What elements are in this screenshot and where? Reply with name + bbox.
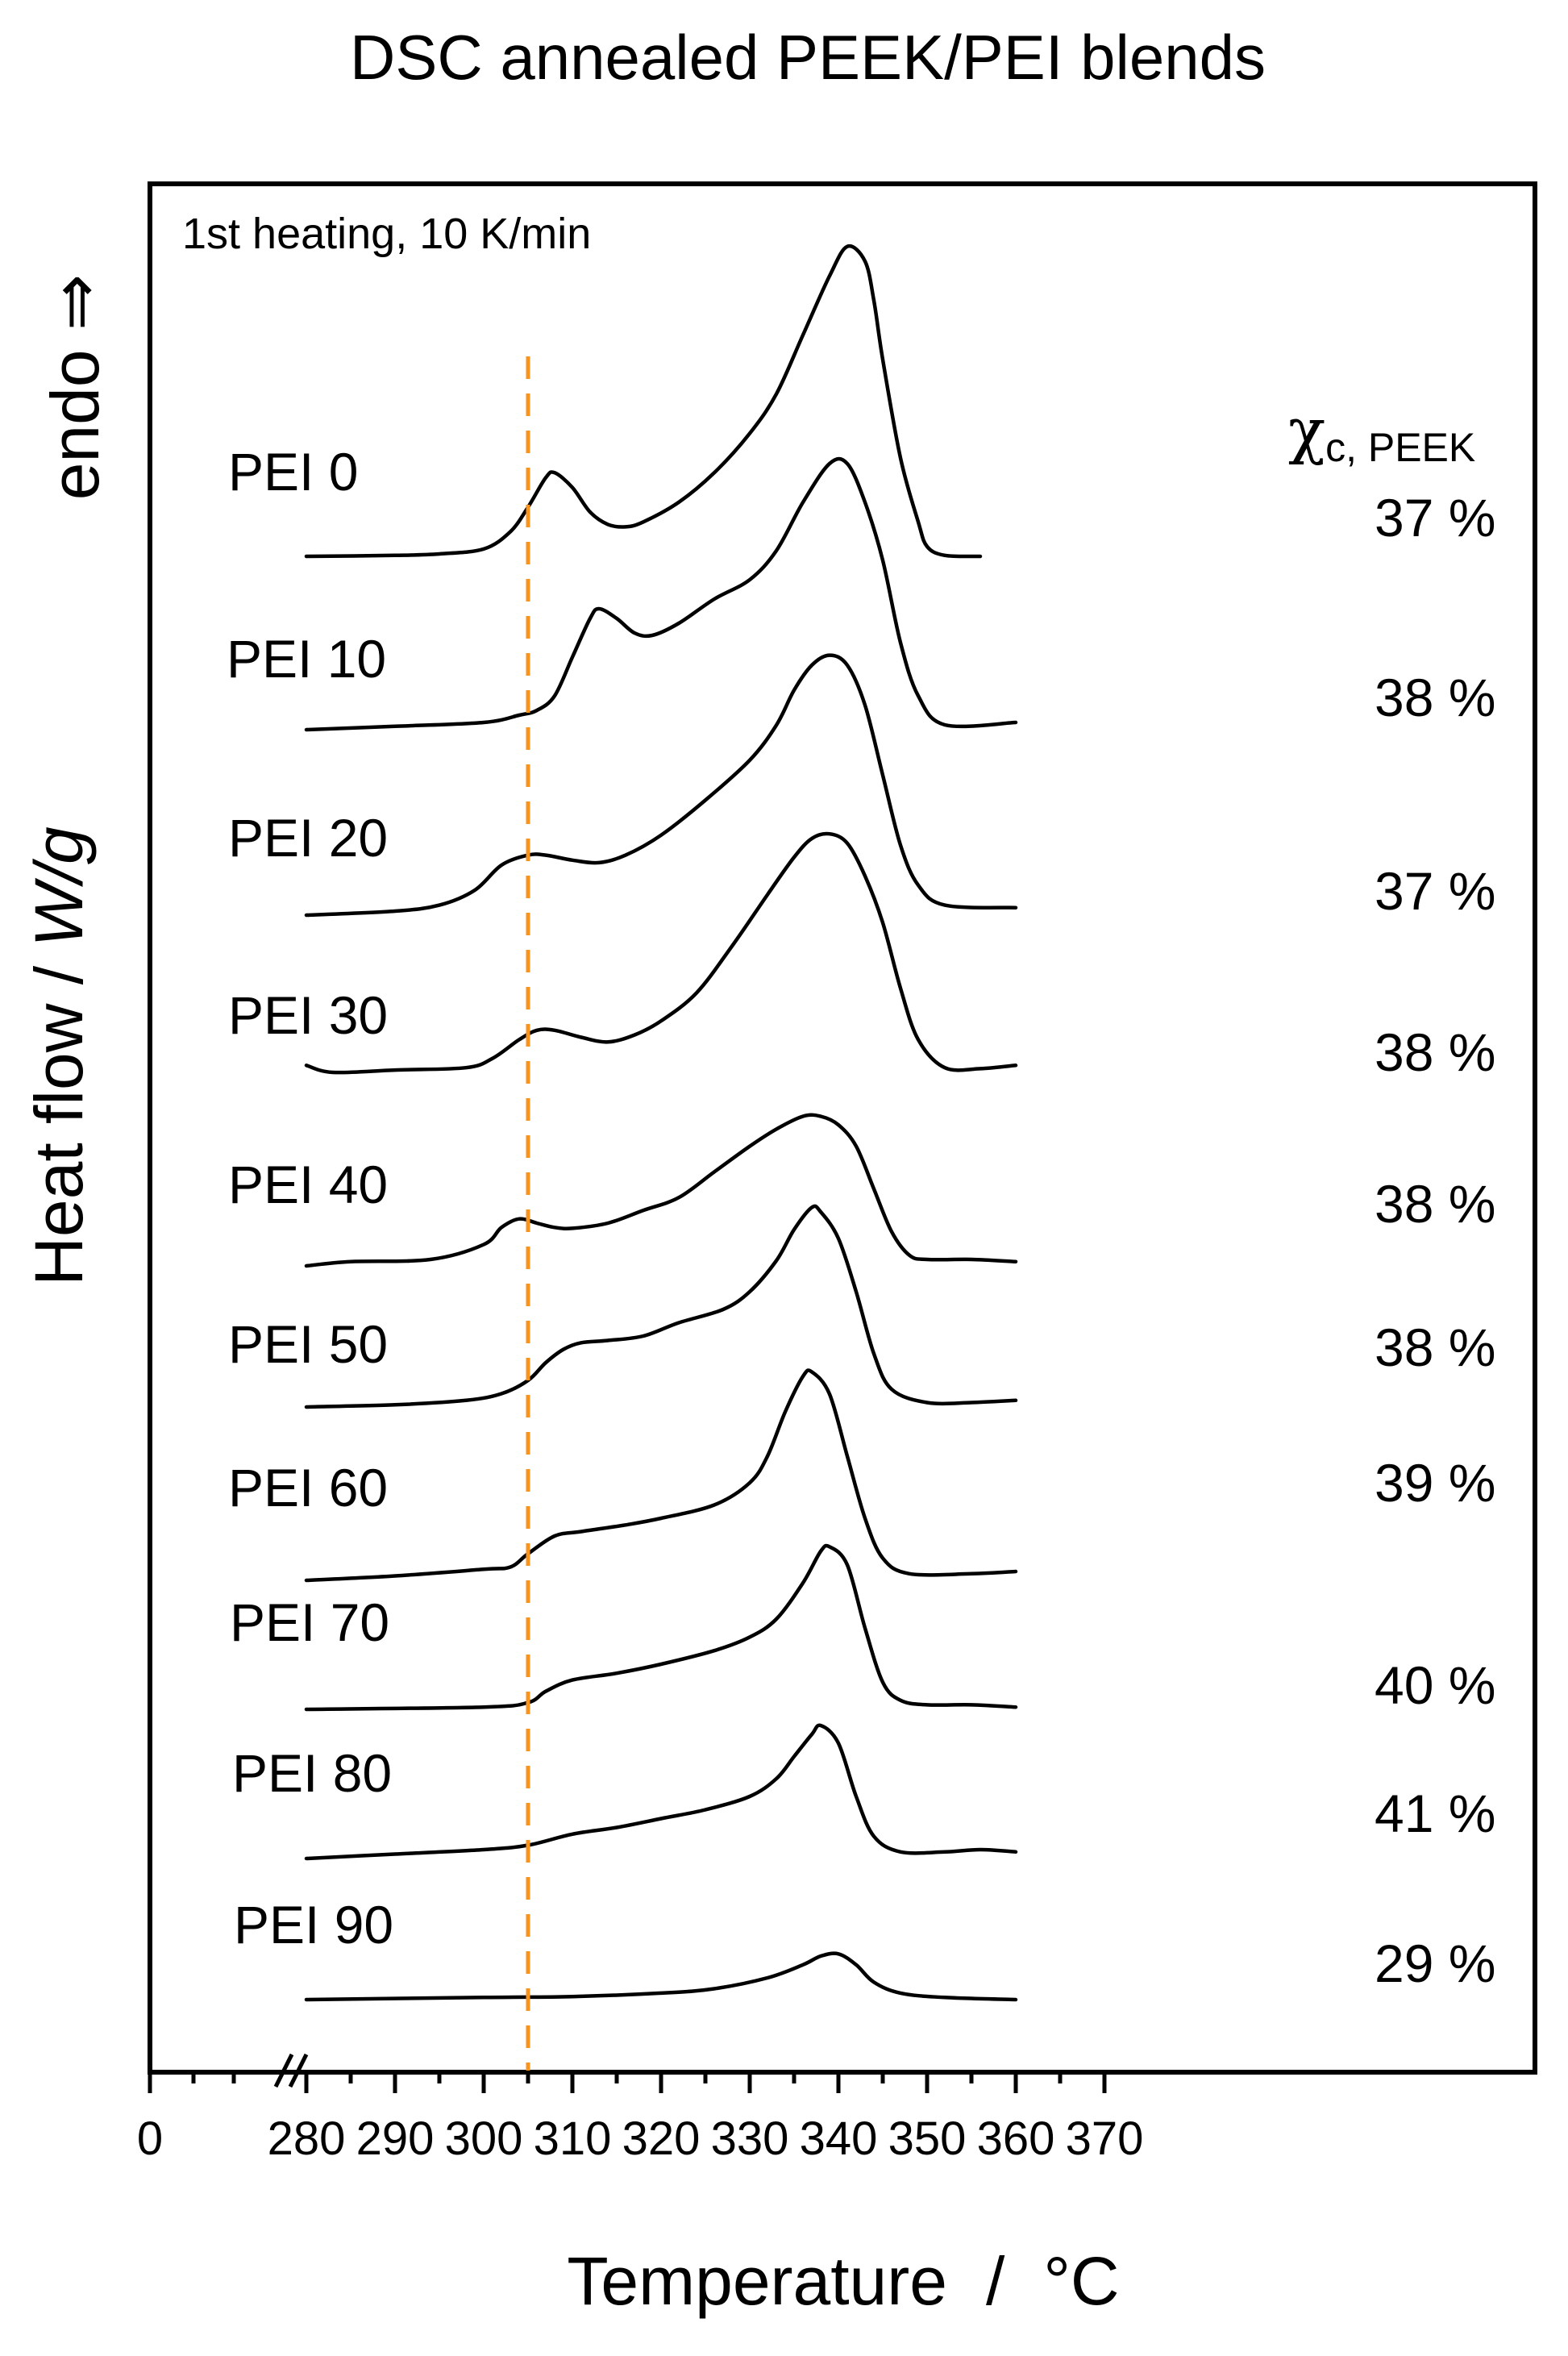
plot-frame: [148, 181, 1537, 2075]
crystallinity-pei-80: 41 %: [1375, 1784, 1495, 1843]
curve-pei-10: [304, 456, 1018, 732]
crystallinity-header: χc, PEEK: [1288, 394, 1475, 470]
sample-label-pei-20: PEI 20: [228, 808, 388, 868]
crystallinity-pei-70: 40 %: [1375, 1655, 1495, 1715]
x-tick-label-320: 320: [622, 2112, 701, 2165]
crystallinity-pei-20: 37 %: [1375, 861, 1495, 921]
endo-indicator: endo ⇒: [37, 274, 113, 501]
x-axis-label: Temperature: [567, 2243, 947, 2319]
x-tick-label-370: 370: [1066, 2112, 1144, 2165]
x-tick-label-360: 360: [977, 2112, 1055, 2165]
sample-label-pei-0: PEI 0: [228, 442, 358, 502]
x-tick-label-350: 350: [888, 2112, 967, 2165]
x-tick-label-280: 280: [268, 2112, 346, 2165]
crystallinity-pei-0: 37 %: [1375, 488, 1495, 547]
curve-pei-0: [304, 244, 983, 559]
curve-pei-50: [304, 1204, 1018, 1409]
sample-label-pei-10: PEI 10: [227, 629, 386, 689]
curve-pei-60: [304, 1368, 1018, 1583]
axis-break-mark-2: [288, 2053, 309, 2088]
y-axis-label: Heat flow /: [21, 947, 97, 1286]
crystallinity-pei-30: 38 %: [1375, 1022, 1495, 1082]
sample-label-pei-30: PEI 30: [228, 985, 388, 1045]
crystallinity-pei-50: 38 %: [1375, 1317, 1495, 1377]
labels-group: PEI 0 37 % PEI 10 38 % PEI 20 37 % PEI 30 38 % P…: [227, 442, 1495, 1993]
crystallinity-pei-90: 29 %: [1375, 1934, 1495, 1993]
sample-label-pei-80: PEI 80: [232, 1743, 392, 1803]
annotation-heating-rate: 1st heating, 10 K/min: [182, 210, 591, 258]
x-axis-ticks: 0 280 290 300 310 320 330 340 350 360 370: [137, 2072, 1144, 2165]
sample-label-pei-50: PEI 50: [228, 1314, 388, 1374]
sample-label-pei-90: PEI 90: [234, 1895, 393, 1954]
x-tick-label-330: 330: [711, 2112, 789, 2165]
curve-pei-90: [304, 1951, 1018, 2002]
curve-pei-70: [304, 1543, 1018, 1712]
x-tick-label-300: 300: [445, 2112, 523, 2165]
crystallinity-pei-40: 38 %: [1375, 1174, 1495, 1234]
sample-label-pei-40: PEI 40: [228, 1155, 388, 1214]
chart-title: DSC annealed PEEK/PEI blends: [350, 22, 1266, 93]
x-axis-title: Temperature / °C: [567, 2243, 1119, 2319]
curve-pei-30: [304, 831, 1018, 1075]
axis-break-marks: [273, 2053, 309, 2088]
y-axis-title: Heat flow / W/g: [21, 826, 97, 1286]
sample-label-pei-60: PEI 60: [228, 1458, 388, 1517]
curve-pei-20: [304, 653, 1018, 918]
chi-subscript: c, PEEK: [1325, 425, 1475, 470]
x-tick-label-340: 340: [800, 2112, 878, 2165]
x-tick-label-310: 310: [534, 2112, 612, 2165]
axis-break-mark-1: [273, 2053, 294, 2088]
crystallinity-pei-10: 38 %: [1375, 668, 1495, 727]
x-axis-separator: /: [986, 2243, 1005, 2319]
curves-group: [304, 244, 1018, 2002]
chi-symbol: χ: [1288, 394, 1325, 466]
curve-pei-40: [304, 1113, 1018, 1268]
crystallinity-pei-60: 39 %: [1375, 1453, 1495, 1513]
x-tick-label-0: 0: [137, 2112, 163, 2165]
curve-pei-80: [304, 1723, 1018, 1861]
x-tick-label-290: 290: [356, 2112, 435, 2165]
svg-text:Heat flow / W/g: Heat flow / W/g: [21, 826, 97, 1286]
y-axis-unit: W/g: [21, 826, 97, 947]
x-axis-unit: °C: [1043, 2243, 1119, 2319]
sample-label-pei-70: PEI 70: [230, 1592, 389, 1652]
